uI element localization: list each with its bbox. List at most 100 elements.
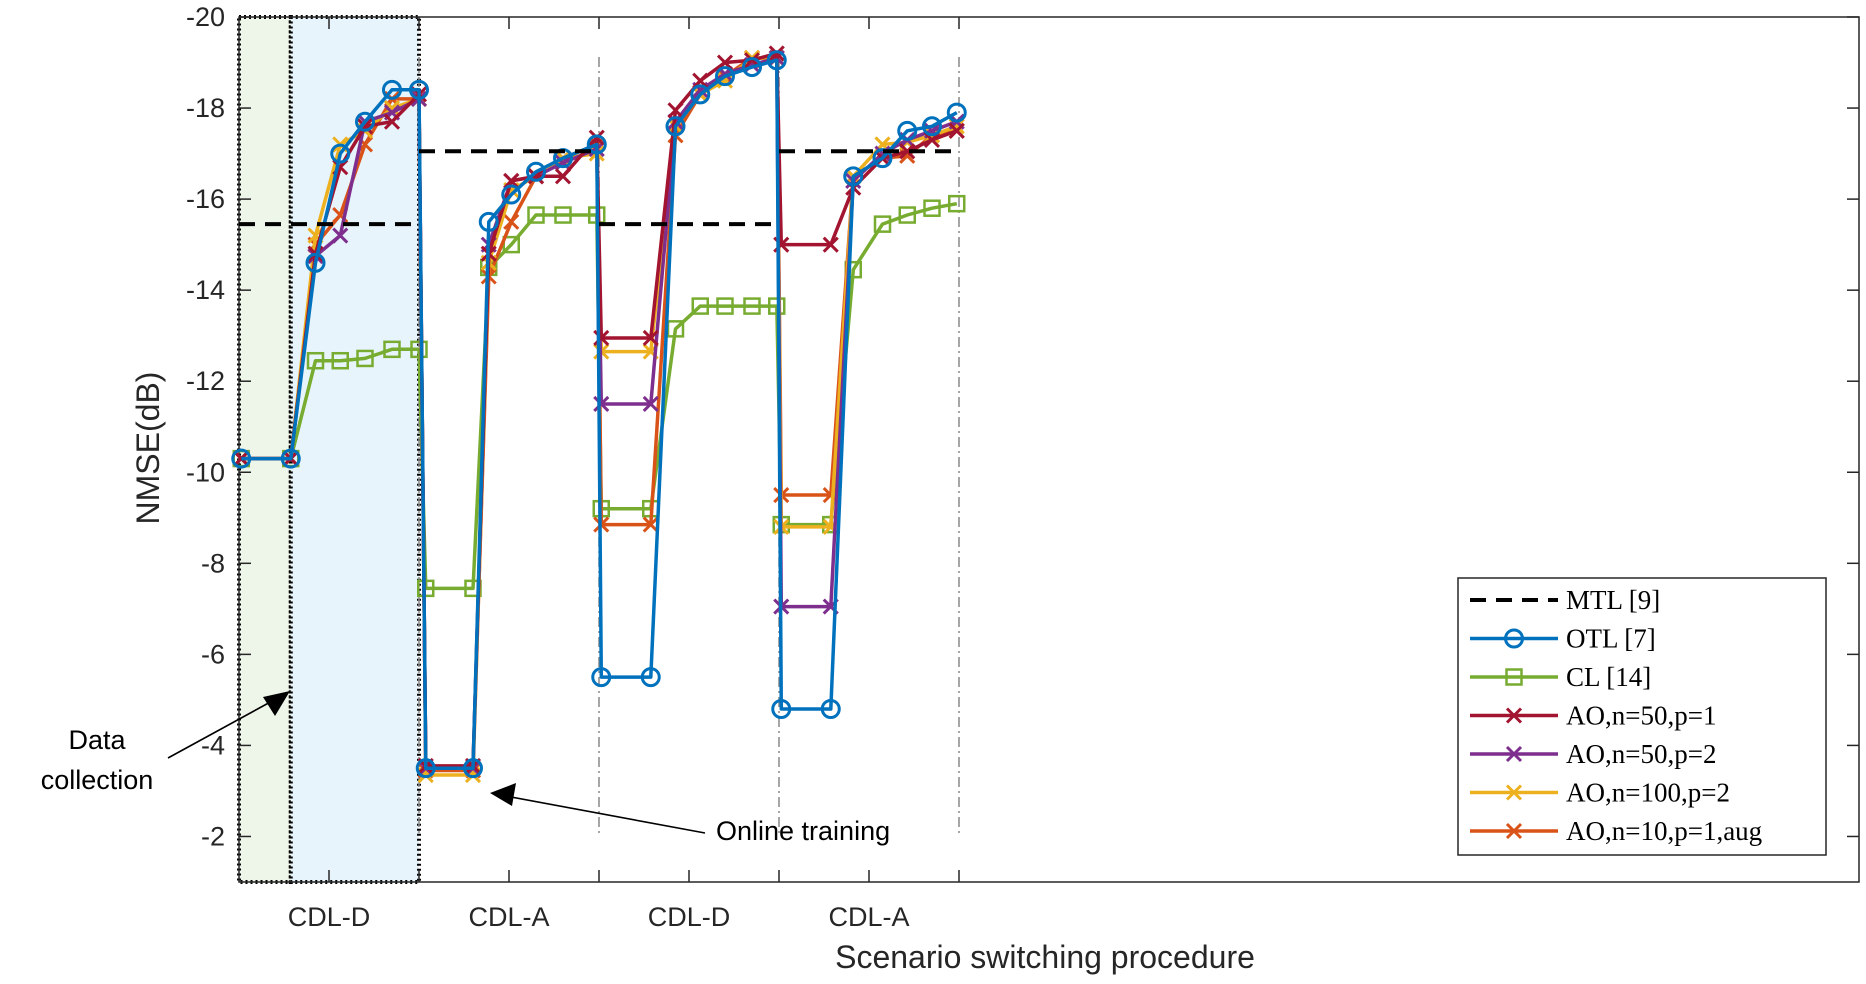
legend-entry: CL [14]	[1470, 662, 1651, 692]
annotations: Data collection Online training	[41, 691, 890, 846]
square-marker	[743, 297, 761, 315]
square-marker	[527, 206, 545, 224]
circle-marker	[771, 699, 792, 719]
y-axis-title: NMSE(dB)	[130, 372, 166, 525]
legend-entry: OTL [7]	[1470, 624, 1656, 654]
legend-label: AO,n=50,p=2	[1566, 739, 1716, 769]
legend-entry: AO,n=10,p=1,aug	[1470, 816, 1762, 846]
square-marker	[383, 340, 401, 359]
circle-marker	[897, 120, 918, 141]
x-marker	[233, 450, 250, 467]
y-tick-label: -8	[201, 548, 225, 578]
shaded-regions	[237, 15, 421, 884]
square-marker	[331, 351, 349, 370]
x-marker	[642, 395, 659, 413]
series-layer	[231, 45, 967, 784]
circle-marker	[501, 184, 522, 205]
x-marker	[503, 172, 520, 189]
x-marker	[503, 213, 520, 230]
x-marker	[356, 118, 374, 135]
y-tick-label: -18	[186, 93, 225, 123]
x-marker	[332, 227, 349, 244]
circle-marker	[330, 143, 351, 164]
circle-marker	[382, 79, 402, 100]
circle-marker	[843, 166, 864, 187]
circle-marker	[640, 667, 661, 688]
x-marker	[768, 45, 785, 62]
x-marker	[1505, 707, 1523, 724]
online-training-region	[288, 15, 421, 884]
x-category-label: CDL-A	[828, 902, 909, 932]
x-marker	[642, 516, 659, 533]
x-marker	[692, 72, 709, 89]
square-marker	[356, 349, 374, 368]
circle-marker	[591, 667, 612, 688]
circle-marker	[1504, 628, 1524, 649]
circle-marker	[355, 111, 375, 132]
square-marker	[873, 215, 892, 233]
x-marker	[923, 131, 941, 148]
x-marker	[948, 122, 965, 139]
x-category-label: CDL-A	[468, 902, 549, 932]
square-marker	[306, 351, 325, 370]
square-marker	[554, 206, 572, 224]
circle-marker	[231, 448, 252, 469]
legend-label: OTL [7]	[1566, 624, 1656, 654]
legend-label: CL [14]	[1566, 662, 1651, 692]
y-tick-label: -2	[201, 821, 225, 851]
circle-marker	[463, 758, 483, 779]
circle-marker	[766, 50, 787, 71]
series-otl	[231, 50, 967, 779]
x-marker	[1505, 745, 1523, 763]
circle-marker	[742, 57, 762, 78]
x-marker	[1505, 822, 1523, 840]
x-marker	[554, 168, 572, 185]
legend-label: MTL [9]	[1566, 585, 1660, 615]
circle-marker	[922, 116, 942, 137]
square-marker	[716, 297, 734, 315]
series-mtl	[239, 149, 959, 227]
legend-entry: MTL [9]	[1470, 585, 1660, 615]
circle-marker	[305, 252, 326, 273]
scenario-dividers	[418, 57, 960, 837]
x-marker	[1505, 784, 1523, 801]
square-marker	[691, 297, 709, 315]
x-marker	[593, 329, 610, 347]
circle-marker	[526, 161, 546, 182]
circle-marker	[820, 699, 841, 719]
circle-marker	[690, 84, 711, 105]
x-marker	[822, 236, 839, 253]
y-tick-label: -20	[186, 2, 225, 32]
square-marker	[410, 340, 428, 359]
circle-marker	[415, 758, 436, 779]
y-tick-label: -16	[186, 184, 225, 214]
legend-entry: AO,n=50,p=2	[1470, 739, 1716, 769]
data-collection-arrow-icon	[167, 691, 290, 759]
x-marker	[899, 143, 916, 160]
circle-marker	[872, 148, 893, 169]
square-marker	[1505, 668, 1523, 686]
y-tick-label: -14	[186, 275, 225, 305]
x-marker	[642, 329, 659, 347]
y-tick-label: -12	[186, 366, 225, 396]
x-marker	[383, 113, 401, 130]
x-axis-title: Scenario switching procedure	[835, 939, 1255, 975]
series-line	[241, 58, 958, 770]
x-category-label: CDL-D	[648, 902, 731, 932]
legend-label: AO,n=10,p=1,aug	[1566, 816, 1762, 846]
legend-entry: AO,n=50,p=1	[1470, 701, 1716, 731]
axes: -20 -18 -16 -14 -12 -10 -8 -6 -4 -2 CDL-D CDL-A CDL-…	[186, 2, 1859, 932]
data-collection-label-line2: collection	[41, 765, 154, 795]
legend-entry: AO,n=100,p=2	[1470, 778, 1730, 808]
square-marker	[948, 194, 966, 213]
y-tick-label: -6	[201, 639, 225, 669]
y-tick-label: -10	[186, 457, 225, 487]
x-marker	[593, 395, 610, 413]
online-training-label: Online training	[716, 816, 890, 846]
circle-marker	[280, 448, 301, 469]
x-marker	[527, 168, 545, 185]
circle-marker	[586, 134, 607, 155]
y-tick-label: -4	[201, 730, 225, 760]
square-marker	[898, 206, 916, 224]
legend-label: AO,n=100,p=2	[1566, 778, 1730, 808]
